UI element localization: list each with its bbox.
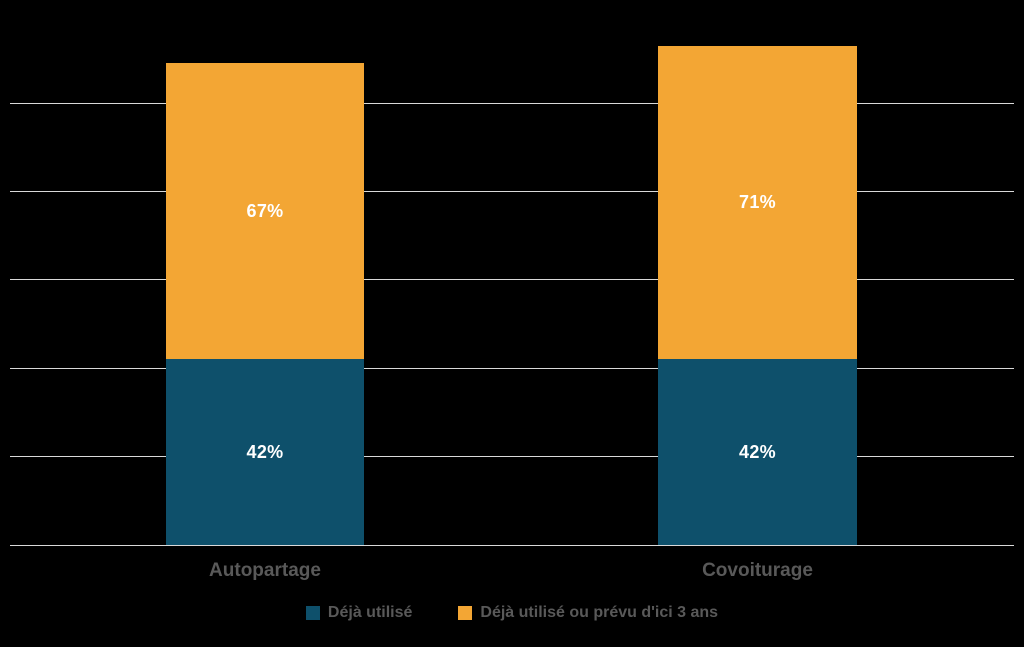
- gridline: [10, 456, 1014, 458]
- gridline: [10, 102, 1014, 104]
- bar-segment-series-1: 71%: [658, 45, 857, 360]
- legend-swatch: [305, 606, 320, 620]
- category-label: Autopartage: [209, 560, 321, 581]
- gridline: [10, 279, 1014, 281]
- bar-value-label: 42%: [246, 441, 284, 462]
- category-label: Covoiturage: [702, 560, 813, 581]
- legend-item-0: Déjà utilisé: [305, 604, 413, 622]
- bar-segment-series-0: 42%: [658, 359, 857, 545]
- bar-value-label: 67%: [246, 200, 284, 221]
- bar-segment-series-1: 67%: [166, 63, 364, 360]
- bar-value-label: 71%: [739, 191, 776, 212]
- legend-item-1: Déjà utilisé ou prévu d'ici 3 ans: [458, 604, 718, 622]
- bar-value-label: 42%: [739, 441, 776, 462]
- legend: Déjà utilisé Déjà utilisé ou prévu d'ici …: [0, 604, 1024, 622]
- gridline: [10, 190, 1014, 192]
- bar-segment-series-0: 42%: [166, 359, 364, 545]
- legend-swatch: [458, 606, 473, 620]
- gridline: [10, 544, 1014, 546]
- legend-label: Déjà utilisé ou prévu d'ici 3 ans: [480, 604, 719, 621]
- gridline: [10, 367, 1014, 369]
- legend-label: Déjà utilisé: [327, 604, 413, 621]
